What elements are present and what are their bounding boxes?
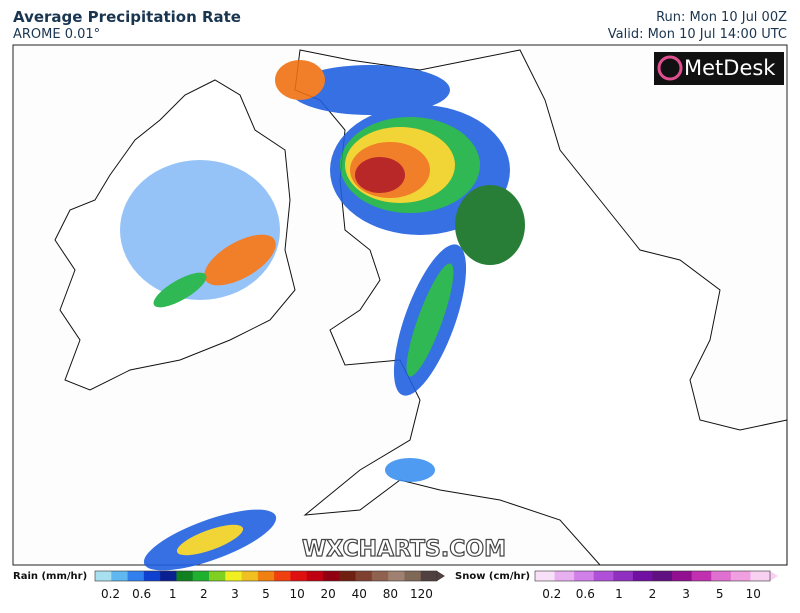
- color-swatch: [274, 571, 291, 581]
- color-swatch: [209, 571, 226, 581]
- legend-tick-label: 1: [169, 587, 177, 601]
- valid-time: Valid: Mon 10 Jul 14:00 UTC: [607, 27, 787, 42]
- legend: 0.2 0.6 1 2 3 5 10 20 40 80 120 0.2 0.6 1 2 3 5 10: [94, 570, 778, 601]
- color-swatch: [574, 571, 595, 581]
- legend-title: Rain (mm/hr): [13, 571, 87, 582]
- color-bar-frame: [534, 570, 771, 582]
- logo-icon: [657, 55, 683, 81]
- color-bar-arrow: [770, 571, 778, 581]
- legend-tick-label: 5: [262, 587, 270, 601]
- color-bar-frame: [94, 570, 438, 582]
- color-swatch: [613, 571, 634, 581]
- legend-tick-label: 20: [321, 587, 336, 601]
- legend-tick-label: 5: [716, 587, 724, 601]
- precipitation: [120, 60, 525, 571]
- color-swatch: [306, 571, 324, 581]
- legend-tick-label: 3: [231, 587, 239, 601]
- color-swatch: [711, 571, 732, 581]
- legend-tick-label: 1: [615, 587, 623, 601]
- color-swatch: [632, 571, 653, 581]
- model-name: AROME 0.01°: [13, 27, 101, 42]
- color-swatch: [750, 571, 771, 581]
- color-swatch: [593, 571, 614, 581]
- color-swatch: [192, 571, 210, 581]
- color-swatch: [420, 571, 438, 581]
- color-swatch: [339, 571, 357, 581]
- legend-tick-label: 80: [383, 587, 398, 601]
- color-swatch: [323, 571, 340, 581]
- color-swatch: [554, 571, 575, 581]
- color-swatch: [388, 571, 405, 581]
- color-swatch: [95, 571, 112, 581]
- color-swatch: [355, 571, 373, 581]
- logo-text: MetDesk: [684, 56, 776, 80]
- legend-title: Snow (cm/hr): [455, 571, 530, 582]
- color-swatch: [127, 571, 145, 581]
- legend-tick-label: 10: [289, 587, 304, 601]
- legend-tick-label: 40: [352, 587, 367, 601]
- legend-tick-label: 3: [682, 587, 690, 601]
- color-swatch: [652, 571, 673, 581]
- legend-tick-label: 0.6: [132, 587, 151, 601]
- legend-tick-label: 0.6: [576, 587, 595, 601]
- color-bar-arrow: [437, 571, 445, 581]
- color-swatch: [143, 571, 161, 581]
- color-swatch: [404, 571, 422, 581]
- color-swatch: [290, 571, 308, 581]
- legend-tick-label: 0.2: [101, 587, 120, 601]
- legend-tick-label: 2: [649, 587, 657, 601]
- watermark: WXCHARTS.COM: [302, 537, 506, 562]
- legend-tick-label: 10: [746, 587, 761, 601]
- color-swatch: [691, 571, 712, 581]
- legend-tick-label: 120: [410, 587, 433, 601]
- run-time: Run: Mon 10 Jul 00Z: [656, 10, 787, 25]
- color-swatch: [111, 571, 129, 581]
- color-swatch: [257, 571, 275, 581]
- color-swatch: [730, 571, 751, 581]
- color-swatch: [371, 571, 389, 581]
- color-swatch: [241, 571, 259, 581]
- legend-tick-label: 0.2: [542, 587, 561, 601]
- color-swatch: [225, 571, 243, 581]
- color-swatch: [176, 571, 194, 581]
- color-swatch: [672, 571, 693, 581]
- legend-tick-label: 2: [200, 587, 208, 601]
- color-swatch: [535, 571, 556, 581]
- map-title: Average Precipitation Rate: [13, 8, 241, 26]
- color-swatch: [160, 571, 177, 581]
